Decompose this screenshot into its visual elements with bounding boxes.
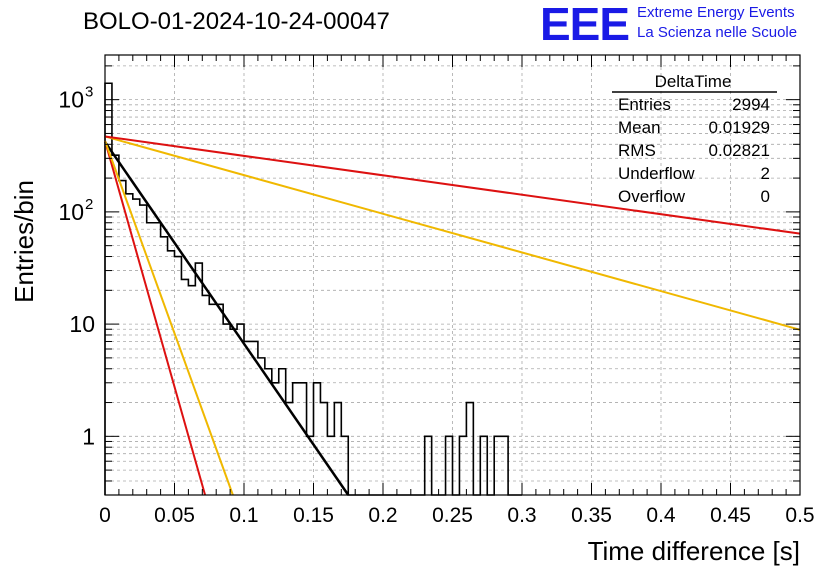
fit-line-3	[104, 140, 234, 496]
stats-value: 0.01929	[709, 118, 770, 137]
y-tick-exponent: 3	[85, 84, 93, 101]
y-tick-label: 1	[82, 423, 95, 449]
stats-box: DeltaTime Entries 2994 Mean 0.01929 RMS 0.0282…	[612, 72, 777, 206]
x-tick-label: 0.45	[710, 504, 751, 527]
x-tick-label: 0.25	[432, 504, 473, 527]
eee-logo-line1: Extreme Energy Events	[637, 4, 795, 21]
y-axis-label: Entries/bin	[9, 180, 39, 303]
y-tick-exponent: 2	[85, 196, 93, 213]
stats-label: Mean	[618, 118, 661, 137]
x-tick-label: 0.4	[646, 504, 676, 527]
x-tick-labels: 0 0.05 0.1 0.15 0.2 0.25 0.3 0.35 0.4 0.45 0.5	[99, 504, 814, 527]
x-tick-label: 0	[99, 504, 111, 527]
y-tick-label: 10	[58, 199, 84, 225]
fit-line-1	[103, 141, 350, 496]
stats-label: Underflow	[618, 164, 695, 183]
stats-value: 0	[761, 187, 770, 206]
eee-logo-line2: La Scienza nelle Scuole	[637, 24, 798, 41]
fit-line-4	[104, 135, 801, 331]
stats-label: RMS	[618, 141, 656, 160]
stats-value: 0.02821	[709, 141, 770, 160]
stats-label: Overflow	[618, 187, 686, 206]
fit-lines	[103, 135, 801, 496]
stats-label: Entries	[618, 95, 671, 114]
y-tick-label: 10	[69, 311, 95, 337]
x-tick-label: 0.2	[368, 504, 397, 527]
stats-value: 2	[761, 164, 770, 183]
plot-title: BOLO-01-2024-10-24-00047	[83, 8, 390, 35]
axis-ticks	[104, 55, 801, 496]
fit-line-2	[104, 140, 207, 496]
x-axis-label: Time difference [s]	[588, 536, 800, 566]
x-tick-label: 0.15	[293, 504, 334, 527]
y-tick-label: 10	[58, 87, 84, 113]
x-tick-label: 0.3	[507, 504, 536, 527]
x-tick-label: 0.1	[229, 504, 258, 527]
eee-logo: EEE	[540, 0, 630, 50]
stats-value: 2994	[732, 95, 770, 114]
x-tick-label: 0.5	[785, 504, 814, 527]
fit-line-5	[104, 135, 801, 235]
stats-title: DeltaTime	[655, 72, 732, 91]
x-tick-label: 0.35	[571, 504, 612, 527]
x-tick-label: 0.05	[154, 504, 195, 527]
